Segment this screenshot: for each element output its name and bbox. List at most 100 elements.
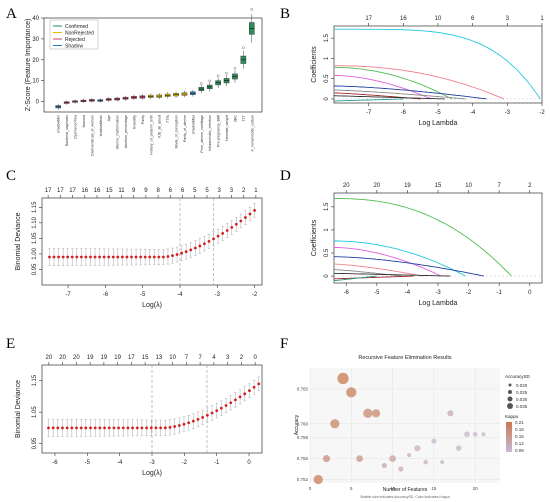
- cv-point: [219, 406, 223, 410]
- x-tick-label: -1: [214, 460, 220, 466]
- legend-entry: Shadow: [65, 44, 83, 50]
- category-label: Intraamniotic_infection: [208, 115, 212, 151]
- cv-point: [140, 426, 144, 430]
- cv-point: [173, 425, 177, 428]
- scatter-point: [464, 431, 470, 438]
- box-outlier: [216, 74, 220, 78]
- panel-label-a: A: [6, 6, 17, 22]
- x-tick-label: -2: [539, 110, 545, 116]
- y-tick-label: 10: [32, 79, 39, 85]
- cv-point: [70, 255, 74, 259]
- scatter-point: [337, 372, 349, 385]
- cv-point: [180, 251, 184, 255]
- top-tick-label: 17: [69, 188, 76, 194]
- cv-point: [224, 404, 228, 407]
- x-tick-label: -3: [149, 460, 155, 466]
- cv-point: [89, 426, 92, 430]
- scatter-point: [431, 438, 437, 444]
- cv-point: [98, 426, 102, 430]
- coefficient-path: [334, 240, 466, 277]
- scatter-point: [346, 387, 357, 398]
- y-axis-label: Coefficients: [311, 46, 318, 83]
- x-tick-label: -3: [435, 290, 441, 296]
- cv-point: [216, 234, 220, 238]
- cv-point: [70, 426, 74, 430]
- coefficient-path: [334, 275, 414, 280]
- category-label: Bacterial_vaginosis: [65, 115, 69, 146]
- cv-point: [111, 255, 115, 259]
- x-tick-label: -7: [65, 292, 71, 298]
- scatter-point: [330, 419, 340, 429]
- color-legend-value: 0.21: [515, 420, 524, 425]
- cv-point: [234, 222, 238, 226]
- top-tick-label: 19: [87, 355, 94, 361]
- x-tick-label: -4: [405, 290, 411, 296]
- y-tick-label: 40: [32, 16, 39, 22]
- plot-frame: [333, 192, 543, 284]
- cv-point: [66, 255, 70, 259]
- top-tick-label: 20: [73, 355, 80, 361]
- legend-entry: Rejected: [65, 37, 85, 43]
- cv-point: [102, 255, 106, 259]
- size-legend-value: 0.025: [516, 390, 528, 395]
- cv-point: [89, 255, 92, 259]
- chart-title: Recursive Feature Elimination Results: [358, 355, 451, 361]
- cv-point: [79, 426, 83, 430]
- cv-point: [229, 401, 233, 405]
- scatter-point: [363, 408, 373, 418]
- x-axis-label: Number of Features: [383, 487, 428, 493]
- cv-point: [48, 255, 51, 259]
- coefficient-path: [333, 272, 451, 277]
- y-axis-label: Binomial Deviance: [15, 212, 22, 270]
- x-tick-label: 0: [528, 290, 532, 296]
- top-tick-label: 20: [59, 355, 66, 361]
- cv-point: [201, 415, 205, 419]
- y-axis-label: Accuracy: [294, 414, 300, 435]
- box-outlier: [242, 46, 245, 50]
- scatter-point: [322, 455, 331, 463]
- scatter-point: [447, 410, 454, 417]
- cv-point: [205, 413, 209, 417]
- y-tick-label: 1: [324, 56, 330, 60]
- panel-label-b: B: [280, 6, 290, 22]
- cv-point: [135, 426, 139, 430]
- cv-point: [134, 255, 138, 259]
- cv-point: [93, 255, 97, 259]
- cv-point: [84, 426, 88, 430]
- x-tick-label: -6: [52, 460, 58, 466]
- top-tick-label: 16: [94, 188, 101, 194]
- top-tick-label: 10: [465, 183, 472, 189]
- top-tick-label: 15: [106, 188, 113, 194]
- x-tick-label: -6: [401, 110, 407, 116]
- cv-point: [154, 426, 158, 430]
- top-tick-label: 5: [193, 188, 197, 194]
- cv-point: [57, 255, 60, 259]
- category-label: Nausea: [82, 115, 86, 127]
- cv-point: [152, 255, 156, 259]
- category-label: Abortion_percentage: [124, 115, 128, 148]
- cv-point: [139, 255, 143, 259]
- cv-point: [252, 385, 256, 389]
- top-tick-label: 16: [81, 188, 88, 194]
- cv-point: [230, 226, 234, 229]
- scatter-point: [440, 460, 445, 465]
- cv-point: [248, 212, 252, 216]
- cv-point: [210, 411, 214, 415]
- plot-frame: [43, 17, 263, 113]
- y-tick-label: 1.00: [32, 247, 38, 259]
- top-tick-label: 2: [240, 355, 244, 361]
- cv-point: [93, 426, 97, 430]
- cv-point: [65, 426, 69, 430]
- panel-label-f: F: [280, 336, 288, 352]
- cv-point: [143, 255, 147, 259]
- panel-b: -7 -6 -5 -4 -3 -2 0 0.5 1 1.5 Log Lambda Coefficien…: [311, 16, 545, 127]
- cv-point: [148, 255, 152, 259]
- cv-point: [75, 255, 79, 259]
- size-legend-dot: [507, 403, 513, 409]
- cv-point: [75, 426, 78, 430]
- top-tick-label: 2: [242, 188, 246, 194]
- category-label: IUD_all_about: [158, 115, 162, 138]
- coefficient-path: [334, 85, 487, 100]
